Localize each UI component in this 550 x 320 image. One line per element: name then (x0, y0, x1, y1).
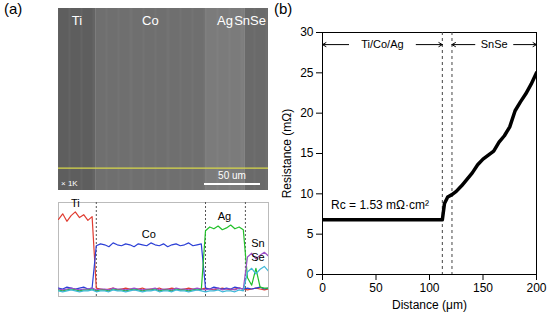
svg-text:25: 25 (300, 66, 314, 80)
svg-text:× 1K: × 1K (61, 179, 78, 188)
svg-text:30: 30 (300, 25, 314, 39)
svg-text:Se: Se (251, 251, 264, 263)
svg-text:200: 200 (526, 281, 546, 295)
svg-text:10: 10 (300, 187, 314, 201)
svg-text:100: 100 (419, 281, 439, 295)
svg-text:Sn: Sn (251, 237, 264, 249)
svg-text:15: 15 (300, 146, 314, 160)
html-text:(a): (a) (4, 0, 23, 17)
svg-text:Distance (μm): Distance (μm) (392, 298, 467, 312)
svg-text:Co: Co (142, 13, 159, 28)
svg-text:SnSe: SnSe (481, 38, 508, 50)
svg-text:50 um: 50 um (218, 170, 246, 181)
svg-text:0: 0 (307, 267, 314, 281)
svg-text:Co: Co (142, 228, 156, 240)
svg-text:Resistance (mΩ): Resistance (mΩ) (280, 109, 294, 199)
svg-text:Ti/Co/Ag: Ti/Co/Ag (361, 38, 403, 50)
svg-text:150: 150 (473, 281, 493, 295)
svg-text:Ag: Ag (218, 210, 231, 222)
svg-text:20: 20 (300, 106, 314, 120)
svg-text:Rc = 1.53 mΩ·cm²: Rc = 1.53 mΩ·cm² (331, 198, 429, 212)
svg-text:SnSe: SnSe (234, 13, 266, 28)
svg-text:Ti: Ti (71, 197, 80, 209)
svg-text:50: 50 (369, 281, 383, 295)
svg-text:5: 5 (307, 227, 314, 241)
svg-text:Ag: Ag (217, 13, 233, 28)
html-text:(b): (b) (274, 0, 293, 17)
svg-text:0: 0 (319, 281, 326, 295)
svg-text:Ti: Ti (72, 13, 82, 28)
